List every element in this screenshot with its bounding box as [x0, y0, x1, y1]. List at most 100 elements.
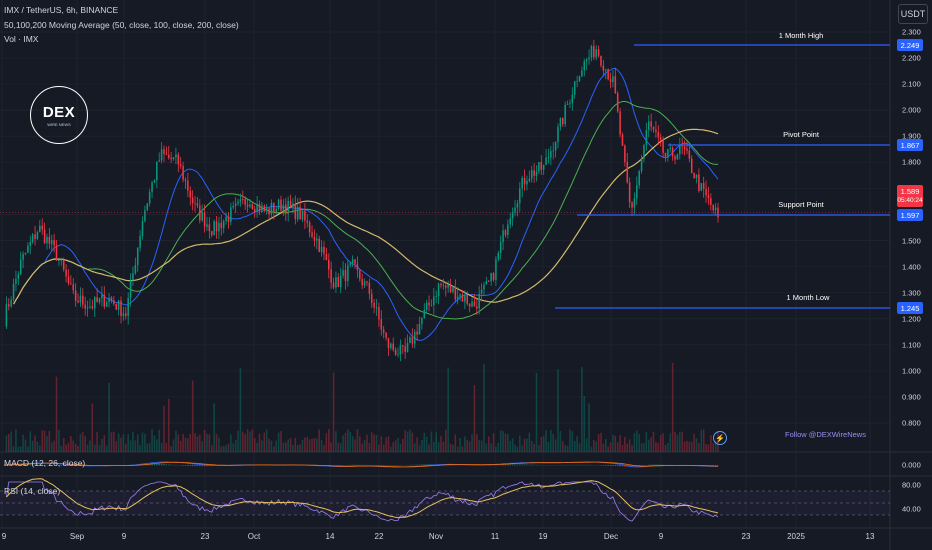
volume-bar [423, 432, 426, 452]
candle [581, 66, 583, 78]
candle [170, 152, 172, 164]
volume-bar [604, 438, 607, 452]
volume-bar [308, 439, 311, 452]
volume-bar [382, 444, 385, 452]
candle-body [96, 297, 98, 303]
price-tick: 1.300 [902, 288, 921, 298]
ma-50-line [13, 68, 719, 341]
candle-body [125, 313, 127, 316]
volume-bar [72, 440, 75, 452]
candle [299, 197, 301, 220]
candle [160, 142, 163, 164]
volume-bar [261, 440, 263, 452]
candle [368, 278, 371, 300]
candle [533, 163, 535, 183]
candle-body [148, 192, 151, 204]
macd-histogram-bar [530, 464, 533, 466]
currency-button[interactable]: USDT [898, 4, 928, 24]
candle-body [58, 260, 60, 261]
volume-bar [566, 445, 569, 452]
candle-body [566, 104, 569, 106]
volume-legend[interactable]: Vol · IMX [4, 34, 39, 44]
volume-bar [299, 444, 301, 452]
macd-histogram-bar [196, 465, 199, 467]
candle [82, 288, 84, 309]
candle [110, 296, 113, 304]
rsi-line [6, 481, 719, 522]
volume-bar [179, 440, 182, 452]
candle-body [564, 104, 566, 125]
candle [664, 152, 667, 162]
symbol-title[interactable]: IMX / TetherUS, 6h, BINANCE [4, 5, 119, 15]
candle-body [79, 295, 82, 303]
candle [115, 303, 118, 311]
volume-bar [332, 372, 335, 452]
candle-body [392, 343, 395, 350]
volume-bar [636, 430, 638, 452]
volume-bar [105, 445, 108, 452]
volume-bar [22, 434, 24, 452]
rsi-legend[interactable]: RSI (14, close) [4, 486, 61, 496]
candle [449, 278, 452, 293]
candle [459, 293, 461, 301]
candle-body [492, 273, 495, 280]
volume-bar [253, 438, 256, 452]
volume-bar [246, 429, 249, 452]
candle [93, 296, 96, 317]
candle [643, 143, 645, 163]
candle-body [516, 203, 519, 208]
candle-body [132, 273, 134, 281]
volume-bar [402, 438, 404, 452]
candle [602, 59, 605, 77]
macd-histogram-bar [354, 464, 356, 466]
macd-histogram-bar [418, 464, 421, 466]
candle-body [471, 301, 473, 307]
volume-bar [433, 442, 435, 452]
candle [636, 176, 638, 205]
candle-body [146, 203, 149, 211]
volume-bar [535, 372, 538, 452]
candle-body [406, 343, 409, 352]
volume-bar [182, 433, 184, 452]
macd-legend[interactable]: MACD (12, 26, close) [4, 458, 86, 468]
volume-bar [714, 440, 717, 452]
volume-bar [702, 429, 705, 452]
candle [452, 285, 454, 294]
volume-bar [175, 430, 177, 452]
candle-body [366, 281, 368, 283]
candle-body [359, 270, 361, 280]
macd-histogram-bar [425, 464, 428, 466]
volume-bar [366, 434, 368, 452]
candle-body [225, 216, 227, 222]
candlestick-series[interactable] [5, 39, 719, 362]
candle-body [707, 195, 710, 199]
candle-body [98, 298, 101, 303]
candle [258, 200, 261, 215]
ma-indicator-legend[interactable]: 50,100,200 Moving Average (50, close, 10… [4, 20, 239, 30]
volume-bar [163, 405, 165, 452]
candle-body [614, 76, 617, 94]
volume-bar [375, 434, 378, 452]
macd-histogram-bar [521, 464, 523, 466]
lightning-icon[interactable]: ⚡ [713, 431, 727, 445]
candle [700, 183, 703, 192]
volume-bar [378, 444, 380, 452]
candle-body [5, 304, 8, 327]
candle-body [215, 221, 218, 232]
volume-bar [29, 431, 32, 452]
volume-bar [113, 431, 115, 452]
volume-bar [619, 435, 621, 452]
candle [175, 147, 177, 165]
volume-bar [413, 443, 416, 452]
candle [476, 298, 478, 315]
candle-body [89, 306, 91, 308]
candle-body [41, 225, 43, 230]
candle [695, 174, 698, 184]
macd-histogram-bar [705, 465, 707, 466]
volume-bar [652, 431, 655, 452]
candle-body [160, 149, 163, 161]
candle [187, 172, 189, 198]
volume-bar [578, 443, 581, 452]
candle [480, 283, 483, 302]
